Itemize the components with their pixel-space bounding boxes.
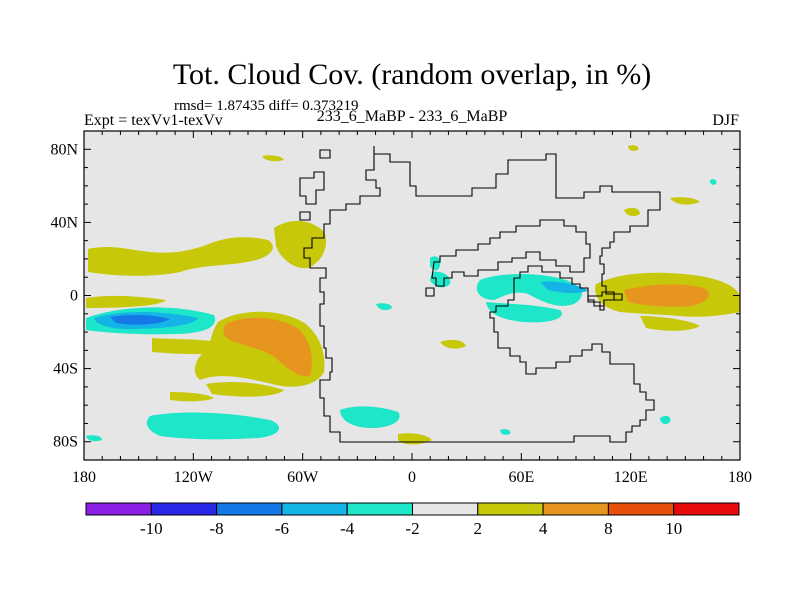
x-tick-label: 180 — [72, 469, 96, 486]
contour-region-neg2-mideast — [430, 271, 451, 288]
x-tick-label: 120E — [614, 469, 648, 486]
colorbar-label: -2 — [405, 519, 419, 538]
y-tick-label: 40N — [50, 214, 78, 231]
contour-region-neg2-tropical-atlantic — [376, 303, 392, 311]
contour-region-pos2-arctic — [262, 155, 284, 162]
contour-region-neg2-india-south — [486, 302, 562, 323]
contour-region-neg2-south-indian — [500, 429, 511, 435]
map-panel: 180 120W 60W 0 60E 120E 180 80N 40N 0 40S 80S — [50, 130, 752, 486]
colorbar-label: -8 — [210, 519, 224, 538]
colorbar-swatch — [673, 502, 740, 516]
continent-outline-island-west — [299, 211, 311, 221]
contour-region-pos2-north-pacific-c — [86, 295, 166, 308]
x-tick-label: 60E — [508, 469, 534, 486]
colorbar: -10 -8 -6 -4 -2 2 4 8 10 — [85, 502, 740, 538]
colorbar-label: -4 — [340, 519, 355, 538]
colorbar-swatch — [477, 502, 544, 516]
contour-region-pos2-north-pacific-d — [670, 197, 700, 205]
continent-outline-peninsula — [587, 291, 615, 307]
contour-region-pos2-north-atlantic — [624, 207, 640, 217]
colorbar-swatch — [346, 502, 414, 516]
contour-fills — [86, 145, 740, 445]
colorbar-label: 4 — [539, 519, 548, 538]
continent-outline-main — [303, 146, 661, 443]
contour-region-pos2-east-pacific — [206, 382, 284, 397]
continent-outline-southwest-pocket — [425, 287, 435, 297]
colorbar-label: 10 — [665, 519, 682, 538]
continent-outline-inner-basin — [431, 219, 591, 287]
contour-region-pos4-south-pacific — [223, 317, 312, 377]
contour-region-pos2-west-pacific-south — [640, 316, 700, 331]
y-tick-label: 80N — [50, 141, 78, 158]
continent-outline-greenland — [299, 171, 325, 205]
colorbar-label: 2 — [474, 519, 483, 538]
contour-region-neg2-south-atlantic — [340, 406, 400, 428]
colorbar-swatch — [607, 502, 675, 516]
contour-region-pos2-north-pacific-b — [274, 220, 327, 269]
season-label: DJF — [712, 112, 739, 129]
colorbar-swatch — [85, 502, 152, 516]
case-label: 233_6_MaBP - 233_6_MaBP — [317, 108, 508, 125]
contour-region-neg2-east-pacific-south — [660, 415, 671, 425]
land-outline — [299, 146, 661, 443]
contour-region-neg2-south-ocean — [146, 412, 280, 440]
contour-region-pos4-west-pacific — [624, 284, 709, 307]
contour-region-neg2-africa — [430, 256, 441, 271]
x-tick-label: 120W — [174, 469, 214, 486]
contour-region-neg10-south-pacific — [110, 314, 170, 325]
y-tick-label: 40S — [53, 361, 78, 378]
colorbar-swatch — [281, 502, 348, 516]
colorbar-swatch — [412, 502, 479, 516]
contour-region-pos2-arctic-east — [628, 145, 639, 151]
experiment-label: Expt = texVv1-texVv — [84, 112, 223, 129]
x-tick-label: 60W — [287, 469, 319, 486]
figure-title: Tot. Cloud Cov. (random overlap, in %) — [173, 58, 651, 91]
y-tick-label: 80S — [53, 434, 78, 451]
contour-region-neg2-antarctic-west — [86, 435, 102, 442]
map-ticks: 180 120W 60W 0 60E 120E 180 80N 40N 0 40S 80S — [50, 130, 752, 486]
y-tick-label: 0 — [70, 288, 78, 305]
contour-region-neg4-india-core — [540, 281, 588, 293]
colorbar-label: -10 — [140, 519, 163, 538]
contour-region-pos2-far-south — [170, 392, 214, 402]
contour-region-neg2-arctic-east — [710, 179, 717, 185]
colorbar-swatch — [542, 502, 609, 516]
x-tick-label: 180 — [728, 469, 752, 486]
contour-region-pos2-north-pacific-a — [88, 237, 273, 276]
colorbar-label: -6 — [275, 519, 289, 538]
continent-outline-island-north — [319, 149, 331, 159]
contour-region-pos2-east-atlantic — [440, 339, 466, 349]
contour-region-pos2-tropical-pacific — [152, 338, 240, 355]
colorbar-swatch — [150, 502, 218, 516]
colorbar-swatch — [216, 502, 283, 516]
colorbar-label: 8 — [604, 519, 613, 538]
x-tick-label: 0 — [408, 469, 416, 486]
stats-label: rmsd= 1.87435 diff= 0.373219 — [174, 98, 359, 114]
